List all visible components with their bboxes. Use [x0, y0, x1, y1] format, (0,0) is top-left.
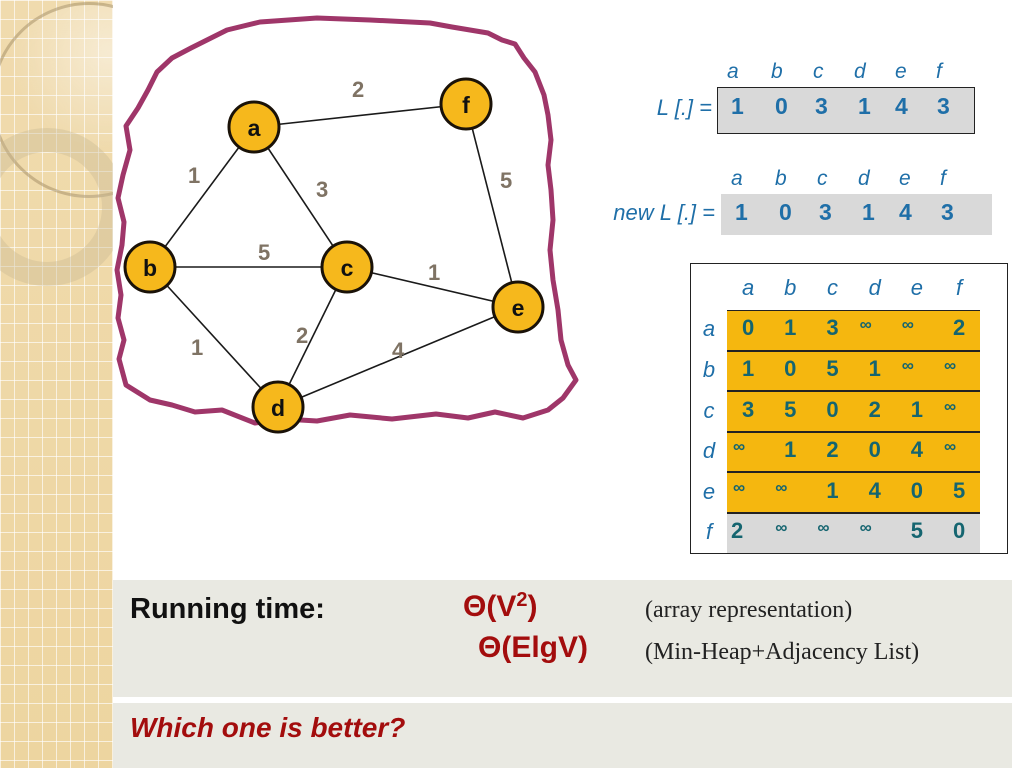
- svg-text:3: 3: [316, 177, 328, 202]
- svg-text:f: f: [462, 92, 470, 118]
- svg-text:5: 5: [258, 240, 270, 265]
- svg-text:a: a: [248, 115, 261, 141]
- svg-text:d: d: [271, 395, 285, 421]
- svg-text:1: 1: [191, 335, 203, 360]
- svg-text:2: 2: [352, 77, 364, 102]
- svg-text:1: 1: [188, 163, 200, 188]
- svg-text:2: 2: [296, 323, 308, 348]
- svg-text:5: 5: [500, 168, 512, 193]
- svg-text:c: c: [341, 255, 354, 281]
- svg-text:e: e: [512, 295, 525, 321]
- svg-text:4: 4: [392, 338, 405, 363]
- svg-text:1: 1: [428, 260, 440, 285]
- svg-text:b: b: [143, 255, 157, 281]
